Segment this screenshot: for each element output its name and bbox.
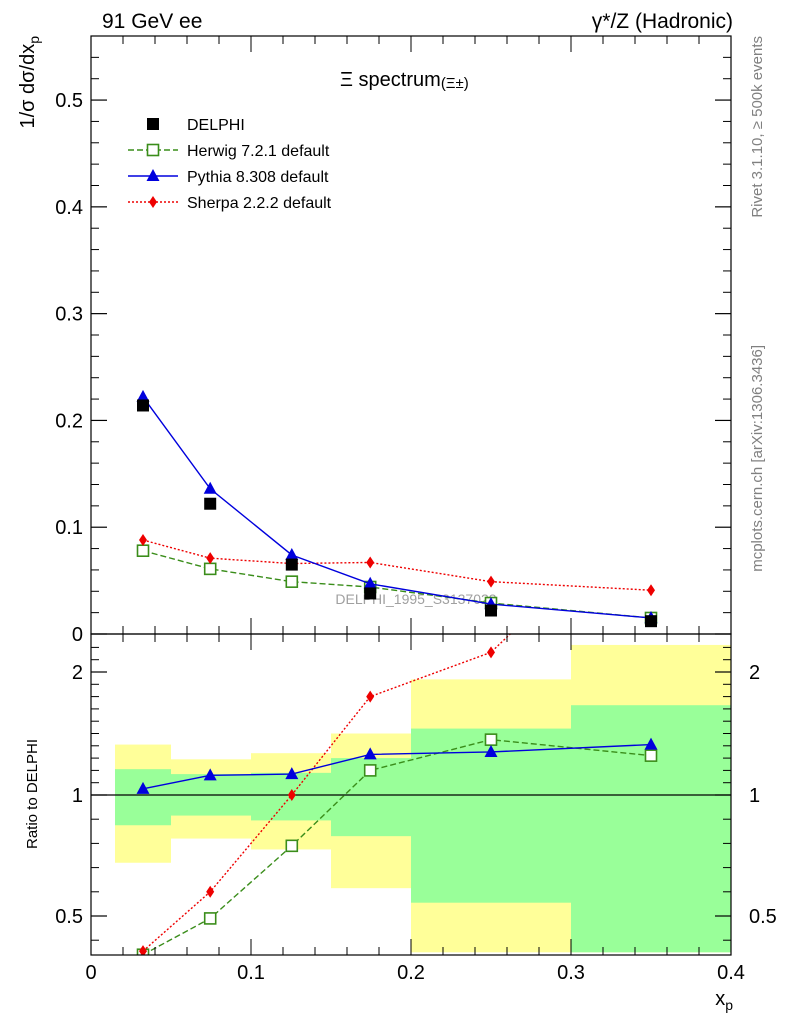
main-panel: 0 0.1 0.2 0.3 0.4 0.5 DELPHI_1995_S3137023 Ξ … (17, 35, 732, 646)
main-pythia-point (285, 547, 299, 560)
ratio-y-tick-label-right: 0.5 (749, 906, 777, 928)
main-delphi-point (364, 587, 377, 600)
ratio-herwig-point (644, 749, 658, 762)
main-y-tick-label: 0 (72, 624, 83, 646)
rivet-version-label: Rivet 3.1.10, ≥ 500k events (749, 36, 766, 218)
legend-pythia-label: Pythia 8.308 default (187, 169, 329, 186)
ratio-y-tick-label: 2 (72, 662, 83, 684)
main-pythia-point (203, 481, 217, 494)
ratio-pythia-point (136, 781, 150, 794)
ratio-herwig-point (285, 839, 299, 853)
ratio-herwig-line (142, 738, 652, 955)
x-axis-label: xp (715, 988, 733, 1013)
ratio-sherpa-point (366, 690, 375, 703)
main-y-axis-label-sub: p (26, 36, 42, 44)
watermark-layer: DELPHI_1995_S3137023 (335, 591, 496, 607)
main-sherpa-point (139, 534, 147, 547)
header-left: 91 GeV ee (102, 10, 202, 33)
main-delphi-point (285, 558, 298, 571)
ratio-y-tick-label-right: 1 (749, 785, 760, 807)
ratio-pythia-point (285, 767, 299, 780)
ratio-uncertainty-bands (115, 644, 731, 953)
main-herwig-point (203, 562, 217, 576)
main-y-ticks: 0 0.1 0.2 0.3 0.4 0.5 (55, 35, 732, 646)
ratio-pythia-point (363, 747, 377, 760)
legend-sherpa-label: Sherpa 2.2.2 default (187, 195, 332, 212)
main-sherpa-point (366, 556, 375, 569)
main-delphi-point (485, 604, 497, 617)
legend: DELPHI Herwig 7.2.1 default Pythia 8.308 d… (128, 117, 332, 212)
ratio-herwig-point (484, 733, 498, 746)
main-y-tick-label: 0.2 (55, 410, 83, 432)
main-pythia-point (363, 576, 377, 589)
legend-delphi-marker (147, 118, 159, 130)
x-tick-label: 0 (85, 962, 96, 984)
ratio-y-tick-label: 1 (72, 785, 83, 807)
ratio-sherpa-point (139, 945, 147, 955)
main-herwig-point (136, 544, 150, 558)
x-tick-label: 0.3 (557, 962, 585, 984)
legend-pythia-marker (146, 169, 160, 181)
main-delphi-point (137, 399, 149, 412)
main-herwig-point (285, 575, 299, 588)
ratio-pythia-point (644, 737, 658, 750)
ratio-herwig-point (363, 764, 377, 777)
main-delphi-point (645, 615, 657, 628)
main-series (136, 389, 658, 628)
ratio-band-inner (411, 728, 571, 903)
ratio-panel: 0.5 0.51 12 20 0.1 0.2 0.3 0.4 Ratio to DELPHI … (24, 494, 777, 1013)
x-tick-label: 0.2 (397, 962, 425, 984)
main-herwig-line (142, 550, 652, 619)
ratio-sherpa-point (206, 885, 215, 898)
main-y-tick-label: 0.3 (55, 304, 83, 326)
x-tick-label: 0.4 (717, 962, 745, 984)
ratio-sherpa-point (647, 494, 655, 506)
ratio-pythia-line (142, 743, 652, 790)
analysis-watermark: DELPHI_1995_S3137023 (335, 591, 496, 607)
main-sherpa-point (487, 575, 495, 588)
x-axis-label-sub: p (725, 997, 733, 1013)
x-axis-label-text: x (715, 988, 725, 1010)
mcplots-reference-label: mcplots.cern.ch [arXiv:1306.3436] (749, 345, 766, 572)
main-y-axis-label-text: 1/σ dσ/dx (17, 44, 39, 129)
legend-herwig-marker (146, 143, 160, 157)
ratio-pythia-point (203, 768, 217, 781)
legend-sherpa-marker (149, 196, 157, 208)
main-y-tick-label: 0.5 (55, 90, 83, 112)
ratio-series (136, 494, 658, 955)
main-pythia-line (142, 396, 652, 619)
header-right: γ*/Z (Hadronic) (592, 10, 733, 33)
main-y-tick-label: 0.4 (55, 197, 83, 219)
ratio-sherpa-point (487, 646, 495, 659)
legend-herwig-label: Herwig 7.2.1 default (187, 143, 330, 160)
main-pythia-point (136, 389, 150, 402)
ratio-pythia-point (484, 744, 498, 757)
main-sherpa-line (142, 539, 652, 591)
ratio-band-inner (115, 769, 171, 826)
main-delphi-point (204, 497, 217, 510)
x-tick-label: 0.1 (237, 962, 265, 984)
ratio-herwig-point (203, 912, 217, 925)
ratio-y-tick-label-right: 2 (749, 662, 760, 684)
ratio-y-axis-label: Ratio to DELPHI (24, 739, 41, 849)
ratio-frame (90, 633, 732, 956)
ratio-y-tick-label: 0.5 (55, 906, 83, 928)
legend-delphi-label: DELPHI (187, 117, 245, 134)
chart-title-main: Ξ spectrum (340, 69, 441, 91)
main-y-tick-label: 0.1 (55, 517, 83, 539)
chart-title-suffix: (Ξ±) (441, 75, 469, 92)
ratio-sherpa-point (287, 789, 296, 801)
main-sherpa-point (647, 584, 655, 597)
main-sherpa-point (206, 552, 215, 565)
main-y-axis-label: 1/σ dσ/dxp (17, 36, 42, 129)
chart-title: Ξ spectrum(Ξ±) (340, 69, 469, 92)
